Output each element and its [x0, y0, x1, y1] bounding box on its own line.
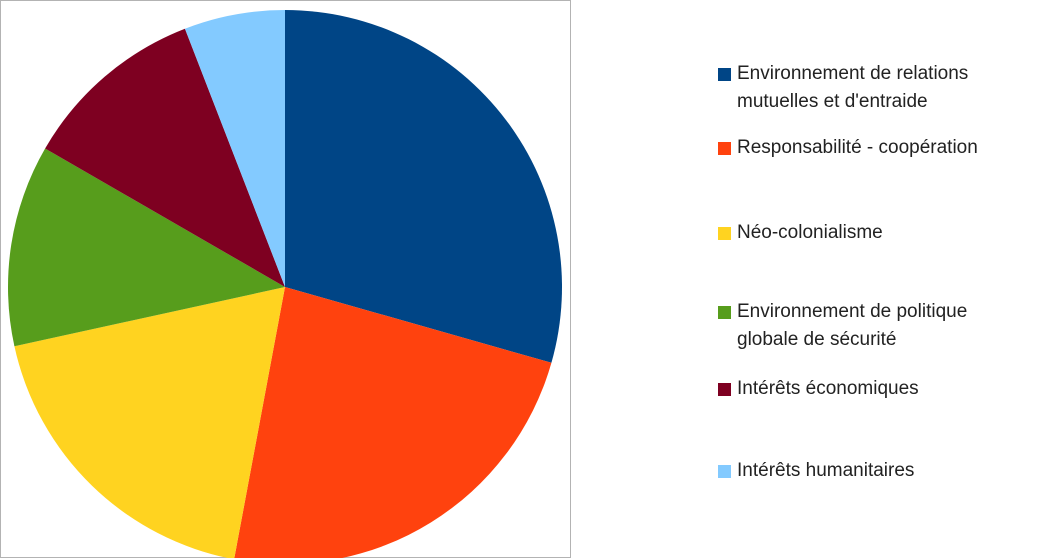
legend-item-3: Néo-colonialisme [718, 219, 1052, 247]
legend-swatch [718, 68, 731, 81]
legend-item-1: Environnement de relations mutuelles et d… [718, 60, 1052, 116]
legend-label: Néo-colonialisme [737, 222, 883, 243]
pie-slice-4 [7, 148, 286, 347]
legend-label: Environnement de relations mutuelles et d… [737, 63, 969, 112]
legend-swatch [718, 227, 731, 240]
legend-label: Intérêts humanitaires [737, 460, 915, 481]
legend-swatch [718, 306, 731, 319]
pie-slices [7, 10, 563, 558]
legend-item-4: Environnement de politique globale de séc… [718, 298, 1052, 354]
legend-label: Responsabilité - coopération [737, 137, 978, 158]
legend-label: Environnement de politique globale de séc… [737, 301, 968, 350]
legend-swatch [718, 142, 731, 155]
legend-item-2: Responsabilité - coopération [718, 134, 1052, 162]
legend-item-6: Intérêts humanitaires [718, 457, 1052, 485]
pie-slice-1 [285, 10, 563, 363]
pie-slice-2 [234, 287, 552, 558]
pie-slice-5 [45, 28, 285, 288]
pie-slice-6 [184, 10, 285, 287]
legend-label: Intérêts économiques [737, 378, 919, 399]
legend-swatch [718, 465, 731, 478]
pie-slice-3 [14, 287, 285, 558]
legend-swatch [718, 383, 731, 396]
legend-item-5: Intérêts économiques [718, 375, 1052, 403]
